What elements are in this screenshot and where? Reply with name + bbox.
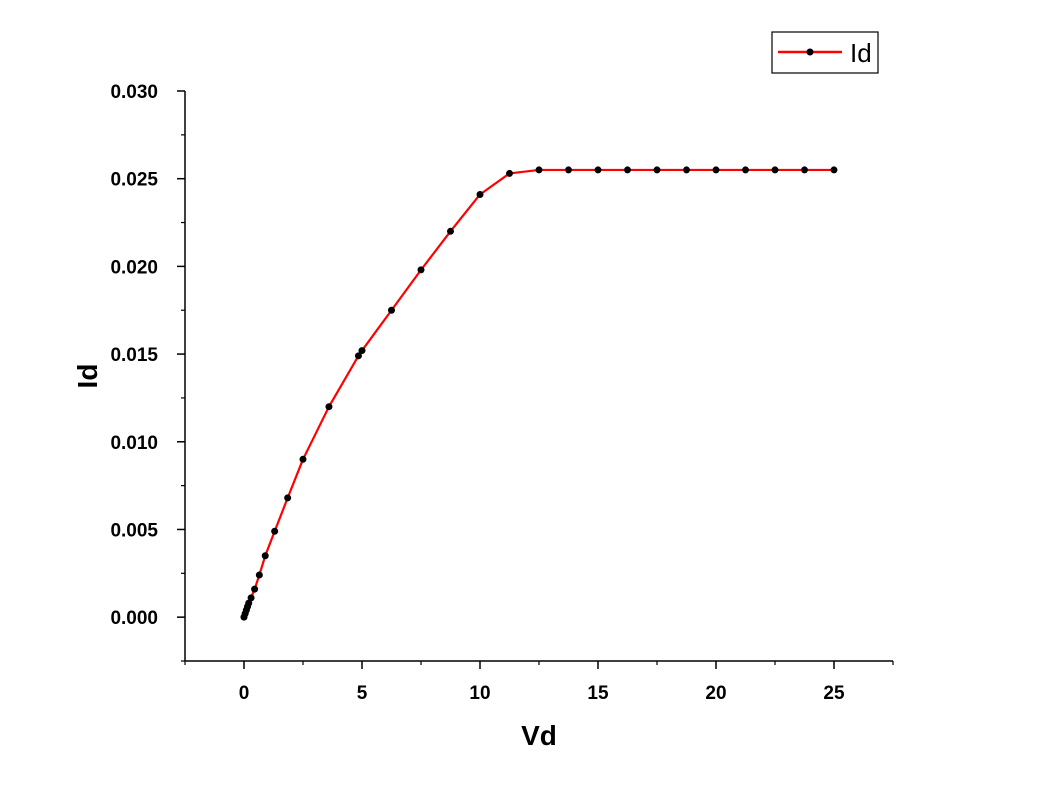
x-axis-title: Vd xyxy=(521,720,557,751)
axes-layer xyxy=(184,91,893,662)
data-point xyxy=(683,166,690,174)
series-layer xyxy=(240,166,838,621)
data-point xyxy=(245,599,253,607)
y-tick-label: 0.020 xyxy=(110,257,158,278)
data-point xyxy=(801,166,808,174)
x-tick-label: 5 xyxy=(357,683,368,704)
data-point xyxy=(771,166,779,174)
data-point xyxy=(255,571,263,579)
data-point xyxy=(535,166,543,174)
data-point xyxy=(830,166,838,174)
data-point xyxy=(261,552,269,560)
data-point xyxy=(594,166,602,174)
y-tick-label: 0.010 xyxy=(110,433,158,454)
x-tick-label: 10 xyxy=(469,683,490,704)
data-point xyxy=(417,266,425,274)
data-point xyxy=(624,166,631,174)
legend-marker-swatch xyxy=(806,48,814,56)
data-point xyxy=(653,166,661,174)
y-tick-label: 0.025 xyxy=(110,170,158,191)
series-line xyxy=(242,168,834,618)
y-axis-title: Id xyxy=(72,364,103,389)
x-tick-label: 15 xyxy=(587,683,609,704)
y-tick-label: 0.030 xyxy=(110,82,158,103)
legend: Id xyxy=(771,31,879,74)
data-point xyxy=(247,594,255,602)
y-tick-label: 0.015 xyxy=(110,345,158,366)
data-point xyxy=(476,190,484,198)
data-point xyxy=(354,352,362,360)
y-tick-label: 0.000 xyxy=(110,608,158,629)
data-point xyxy=(358,347,366,355)
data-point xyxy=(506,169,513,177)
data-point xyxy=(565,166,572,174)
data-point xyxy=(742,166,749,174)
x-tick-label: 0 xyxy=(239,683,250,704)
x-tick-label: 20 xyxy=(705,683,726,704)
x-tick-label: 25 xyxy=(823,683,845,704)
data-point xyxy=(284,494,292,502)
data-point xyxy=(447,227,454,235)
legend-label: Id xyxy=(850,38,872,68)
data-point xyxy=(299,455,307,463)
y-tick-label: 0.005 xyxy=(110,520,158,541)
data-point xyxy=(271,527,279,535)
ticks-layer: 0.000 0.005 0.010 0.015 0.020 0.025 0.030 0 5 10 1… xyxy=(110,82,894,704)
data-point xyxy=(712,166,720,174)
data-point xyxy=(325,403,333,411)
data-point xyxy=(251,585,259,593)
data-point xyxy=(388,306,395,314)
